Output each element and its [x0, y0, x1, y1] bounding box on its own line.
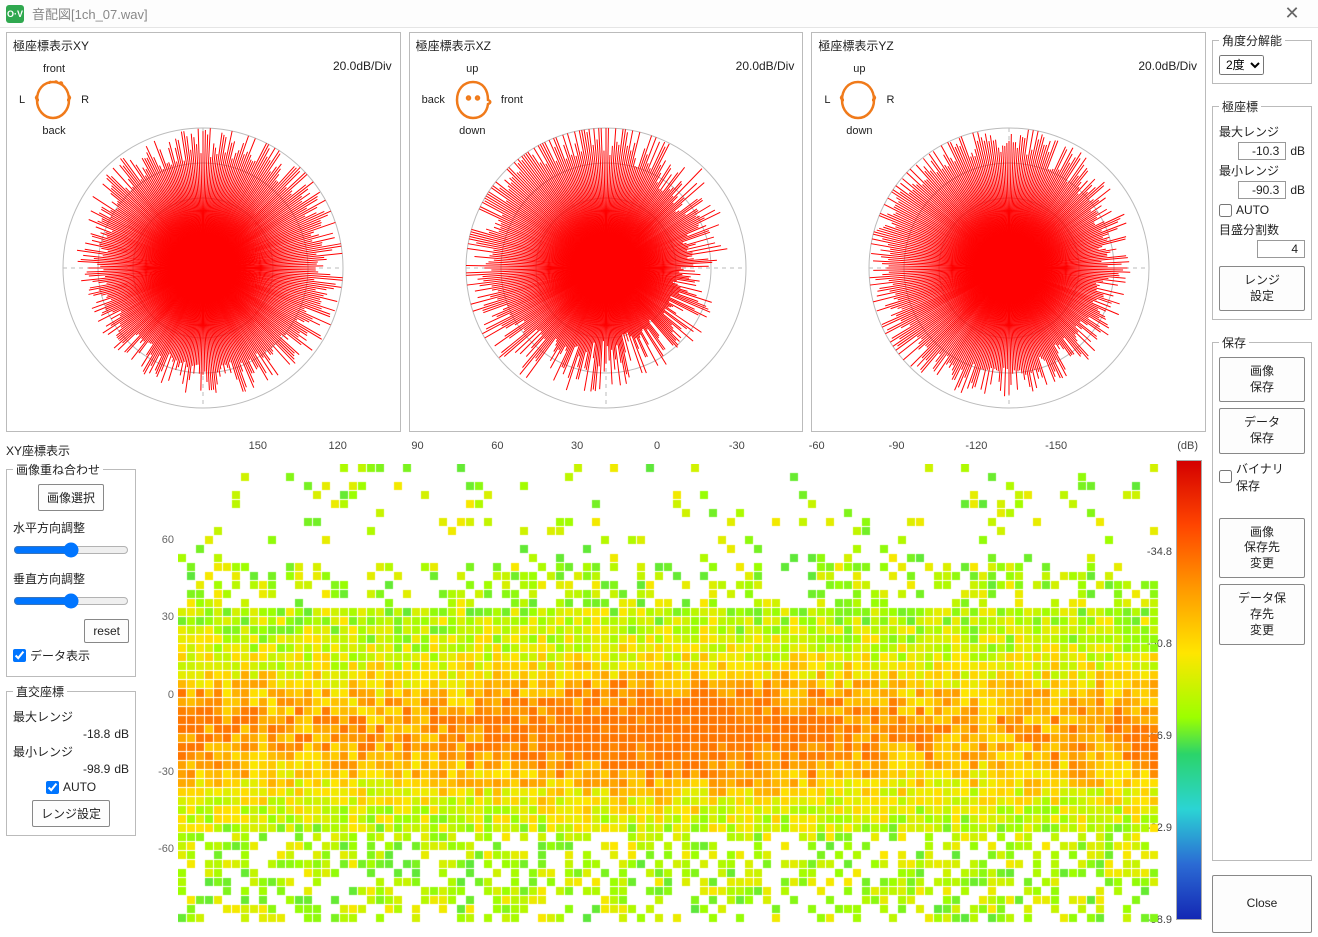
angle-res-group: 角度分解能 1度2度5度 — [1212, 32, 1312, 84]
cart-min-value: -98.9 — [83, 762, 110, 776]
overlay-group-label: 画像重ね合わせ — [13, 461, 103, 478]
xy-ytick-label: -30 — [144, 766, 174, 778]
polar-max-label: 最大レンジ — [1219, 123, 1305, 140]
binary-save-checkbox-label: バイナリ 保存 — [1236, 460, 1284, 494]
overlay-group: 画像重ね合わせ 画像選択 水平方向調整 垂直方向調整 reset — [6, 461, 136, 677]
close-icon[interactable]: ✕ — [1272, 0, 1312, 28]
reset-button[interactable]: reset — [84, 619, 129, 643]
colorbar — [1176, 460, 1202, 920]
save-group: 保存 画像 保存 データ 保存 バイナリ 保存 画像 保存先 変更 データ保 存… — [1212, 334, 1312, 861]
xy-ytick-label: 0 — [144, 689, 174, 701]
cart-range-set-button[interactable]: レンジ設定 — [32, 800, 110, 827]
xy-db-unit-label: (dB) — [1177, 440, 1198, 452]
polar-divisions-value: 4 — [1257, 240, 1305, 258]
cart-max-label: 最大レンジ — [13, 708, 129, 725]
close-button[interactable]: Close — [1212, 875, 1312, 933]
xy-chart: 1501209060300-30-60-90-120-150(dB)-34.8-… — [142, 440, 1206, 933]
xy-xtick-label: 30 — [571, 440, 583, 452]
polar-panel: 極座標表示XZ20.0dB/Divupbackfrontdown — [409, 32, 804, 432]
polar-panel-title: 極座標表示YZ — [818, 37, 1199, 54]
polar-max-value: -10.3 — [1238, 142, 1286, 160]
titlebar: O·V 音配図[1ch_07.wav] ✕ — [0, 0, 1318, 28]
save-image-button[interactable]: 画像 保存 — [1219, 357, 1305, 402]
polar-auto-checkbox[interactable]: AUTO — [1219, 203, 1305, 217]
polar-panel: 極座標表示XY20.0dB/DivfrontLRback — [6, 32, 401, 432]
save-data-button[interactable]: データ 保存 — [1219, 408, 1305, 453]
binary-save-checkbox[interactable]: バイナリ 保存 — [1219, 460, 1305, 494]
xy-xtick-label: -90 — [889, 440, 905, 452]
v-adjust-label: 垂直方向調整 — [13, 570, 129, 587]
head-icon — [449, 76, 497, 124]
polar-panel-title: 極座標表示XY — [13, 37, 394, 54]
polar-min-label: 最小レンジ — [1219, 162, 1305, 179]
xy-xtick-label: -120 — [965, 440, 987, 452]
app-window: O·V 音配図[1ch_07.wav] ✕ 極座標表示XY20.0dB/Divf… — [0, 0, 1318, 937]
cart-max-unit: dB — [114, 727, 129, 741]
cart-auto-checkbox[interactable]: AUTO — [13, 780, 129, 794]
xy-xtick-label: 60 — [491, 440, 503, 452]
v-adjust-slider[interactable] — [13, 593, 129, 609]
xy-ytick-label: -60 — [144, 843, 174, 855]
polar-plot — [461, 123, 751, 413]
angle-res-label: 角度分解能 — [1219, 32, 1285, 49]
xy-title: XY座標表示 — [6, 442, 136, 459]
heatmap-canvas — [178, 464, 1160, 927]
polar-divisions-label: 目盛分割数 — [1219, 221, 1305, 238]
app-icon: O·V — [6, 5, 24, 23]
polar-row: 極座標表示XY20.0dB/DivfrontLRback極座標表示XZ20.0d… — [6, 32, 1206, 432]
select-image-button[interactable]: 画像選択 — [38, 484, 104, 511]
xy-xtick-label: 0 — [654, 440, 660, 452]
polar-dbdiv-label: 20.0dB/Div — [736, 59, 795, 73]
polar-dbdiv-label: 20.0dB/Div — [1138, 59, 1197, 73]
xy-xtick-label: -150 — [1045, 440, 1067, 452]
xy-xtick-label: -60 — [809, 440, 825, 452]
cartesian-group-label: 直交座標 — [13, 683, 67, 700]
xy-xtick-label: 120 — [328, 440, 346, 452]
change-img-dest-button[interactable]: 画像 保存先 変更 — [1219, 518, 1305, 579]
head-icon — [29, 76, 77, 124]
window-title: 音配図[1ch_07.wav] — [32, 4, 148, 23]
xy-xtick-label: 90 — [411, 440, 423, 452]
polar-range-group-label: 極座標 — [1219, 98, 1261, 115]
save-group-label: 保存 — [1219, 334, 1249, 351]
polar-auto-checkbox-label: AUTO — [1236, 203, 1269, 217]
h-adjust-label: 水平方向調整 — [13, 519, 129, 536]
xy-xtick-label: 150 — [249, 440, 267, 452]
h-adjust-slider[interactable] — [13, 542, 129, 558]
polar-panel: 極座標表示YZ20.0dB/DivupLRdown — [811, 32, 1206, 432]
xy-ytick-label: 60 — [144, 534, 174, 546]
polar-plot — [58, 123, 348, 413]
polar-panel-title: 極座標表示XZ — [416, 37, 797, 54]
xy-ytick-label: 30 — [144, 611, 174, 623]
xy-row: XY座標表示 画像重ね合わせ 画像選択 水平方向調整 垂直方向調整 reset — [6, 440, 1206, 933]
cart-auto-checkbox-input[interactable] — [46, 781, 59, 794]
change-data-dest-button[interactable]: データ保 存先 変更 — [1219, 584, 1305, 645]
polar-auto-checkbox-input[interactable] — [1219, 204, 1232, 217]
binary-save-checkbox-input[interactable] — [1219, 470, 1232, 483]
polar-plot — [864, 123, 1154, 413]
show-data-checkbox[interactable]: データ表示 — [13, 647, 129, 664]
xy-xtick-label: -30 — [729, 440, 745, 452]
polar-min-unit: dB — [1290, 183, 1305, 197]
polar-max-unit: dB — [1290, 144, 1305, 158]
angle-res-select[interactable]: 1度2度5度 — [1219, 55, 1264, 75]
cartesian-group: 直交座標 最大レンジ -18.8 dB 最小レンジ -98.9 dB — [6, 683, 136, 836]
polar-min-value: -90.3 — [1238, 181, 1286, 199]
heatmap-area — [178, 464, 1160, 927]
polar-dbdiv-label: 20.0dB/Div — [333, 59, 392, 73]
polar-range-set-button[interactable]: レンジ 設定 — [1219, 266, 1305, 311]
show-data-checkbox-label: データ表示 — [30, 647, 90, 664]
head-icon — [834, 76, 882, 124]
polar-range-group: 極座標 最大レンジ -10.3 dB 最小レンジ -90.3 dB AUTO 目… — [1212, 98, 1312, 320]
show-data-checkbox-input[interactable] — [13, 649, 26, 662]
cart-min-unit: dB — [114, 762, 129, 776]
cart-auto-checkbox-label: AUTO — [63, 780, 96, 794]
cart-max-value: -18.8 — [83, 727, 110, 741]
cart-min-label: 最小レンジ — [13, 743, 129, 760]
